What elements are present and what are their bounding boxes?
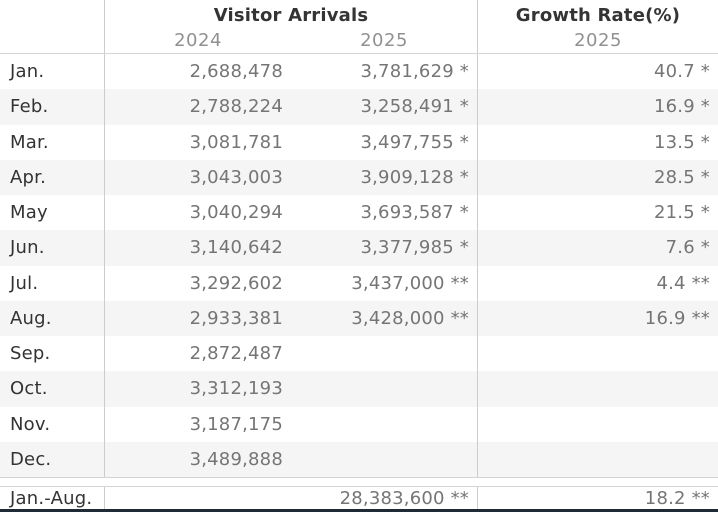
total-visitor-arrivals-2025: 28,383,600 ** bbox=[104, 487, 477, 509]
column-header-2025: 2025 bbox=[360, 30, 408, 51]
value-2025: 3,497,755 * bbox=[360, 131, 469, 153]
value-2025 bbox=[291, 336, 477, 371]
total-row-label: Jan.-Aug. bbox=[10, 487, 93, 509]
value-2024: 3,081,781 bbox=[104, 124, 291, 160]
growth-rate-value bbox=[477, 441, 718, 477]
month-label: Dec. bbox=[10, 448, 52, 470]
header-visitor-arrivals-group: Visitor Arrivals 2024 2025 bbox=[104, 0, 477, 53]
value-2025 bbox=[291, 407, 477, 442]
value-2024: 2,933,381 bbox=[104, 300, 291, 336]
table-row: Feb. 2,788,224 3,258,491 * 16.9 * bbox=[0, 89, 718, 125]
value-2024: 3,140,642 bbox=[104, 230, 291, 266]
value-2025 bbox=[291, 442, 477, 477]
month-label: Jul. bbox=[10, 272, 39, 294]
month-label: Mar. bbox=[10, 131, 49, 153]
table-body: Jan. 2,688,478 3,781,629 * 40.7 * Feb. 2… bbox=[0, 54, 718, 478]
header-month-spacer bbox=[0, 0, 104, 53]
value-2025: 3,693,587 * bbox=[360, 202, 469, 224]
total-row-gap bbox=[0, 478, 718, 486]
table-row: Jul. 3,292,602 3,437,000 ** 4.4 ** bbox=[0, 265, 718, 301]
table-row: Dec. 3,489,888 bbox=[0, 441, 718, 477]
month-label: Oct. bbox=[10, 378, 48, 400]
column-header-2024: 2024 bbox=[174, 30, 222, 51]
total-growth-rate-2025: 18.2 ** bbox=[477, 487, 718, 509]
month-label: Jun. bbox=[10, 237, 45, 259]
growth-rate-value: 7.6 * bbox=[477, 230, 718, 266]
header-growth-rate-group: Growth Rate(%) 2025 bbox=[477, 0, 718, 53]
value-2025: 3,437,000 ** bbox=[351, 272, 469, 294]
value-2024: 2,688,478 bbox=[104, 54, 291, 90]
growth-rate-value bbox=[477, 371, 718, 407]
growth-column-header-2025: 2025 bbox=[574, 30, 622, 51]
value-2024: 3,489,888 bbox=[104, 441, 291, 477]
growth-rate-value: 21.5 * bbox=[477, 195, 718, 231]
growth-rate-value: 4.4 ** bbox=[477, 265, 718, 301]
growth-rate-value: 16.9 * bbox=[477, 89, 718, 125]
table-row: Aug. 2,933,381 3,428,000 ** 16.9 ** bbox=[0, 300, 718, 336]
table-row: Sep. 2,872,487 bbox=[0, 336, 718, 372]
value-2025: 3,258,491 * bbox=[360, 96, 469, 118]
table-row: Oct. 3,312,193 bbox=[0, 371, 718, 407]
growth-rate-value: 16.9 ** bbox=[477, 300, 718, 336]
table-row: Mar. 3,081,781 3,497,755 * 13.5 * bbox=[0, 124, 718, 160]
total-row: Jan.-Aug. 28,383,600 ** 18.2 ** bbox=[0, 486, 718, 509]
table-row: Apr. 3,043,003 3,909,128 * 28.5 * bbox=[0, 159, 718, 195]
value-2024: 3,312,193 bbox=[104, 371, 291, 407]
visitor-arrivals-title: Visitor Arrivals bbox=[213, 5, 369, 26]
value-2024: 3,040,294 bbox=[104, 195, 291, 231]
value-2025 bbox=[291, 371, 477, 406]
value-2025: 3,781,629 * bbox=[360, 61, 469, 83]
table-header: Visitor Arrivals 2024 2025 Growth Rate(%… bbox=[0, 0, 718, 54]
growth-rate-value: 13.5 * bbox=[477, 124, 718, 160]
month-label: Jan. bbox=[10, 61, 45, 83]
growth-rate-value bbox=[477, 336, 718, 372]
value-2024: 2,788,224 bbox=[104, 89, 291, 125]
value-2024: 3,187,175 bbox=[104, 406, 291, 442]
table-row: Jan. 2,688,478 3,781,629 * 40.7 * bbox=[0, 54, 718, 90]
month-label: Apr. bbox=[10, 166, 47, 188]
month-label: Aug. bbox=[10, 307, 52, 329]
value-2024: 2,872,487 bbox=[104, 336, 291, 372]
table-row: May 3,040,294 3,693,587 * 21.5 * bbox=[0, 195, 718, 231]
growth-rate-value: 40.7 * bbox=[477, 54, 718, 90]
month-label: May bbox=[10, 202, 48, 224]
value-2025: 3,909,128 * bbox=[360, 166, 469, 188]
month-label: Feb. bbox=[10, 96, 49, 118]
value-2025: 3,377,985 * bbox=[360, 237, 469, 259]
growth-rate-value: 28.5 * bbox=[477, 159, 718, 195]
month-label: Nov. bbox=[10, 413, 51, 435]
cropped-bottom-row-strip bbox=[0, 509, 718, 512]
value-2024: 3,043,003 bbox=[104, 159, 291, 195]
month-label: Sep. bbox=[10, 343, 51, 365]
growth-rate-title: Growth Rate(%) bbox=[515, 5, 681, 26]
value-2025: 3,428,000 ** bbox=[351, 307, 469, 329]
table-row: Jun. 3,140,642 3,377,985 * 7.6 * bbox=[0, 230, 718, 266]
growth-rate-value bbox=[477, 406, 718, 442]
table-row: Nov. 3,187,175 bbox=[0, 406, 718, 442]
value-2024: 3,292,602 bbox=[104, 265, 291, 301]
